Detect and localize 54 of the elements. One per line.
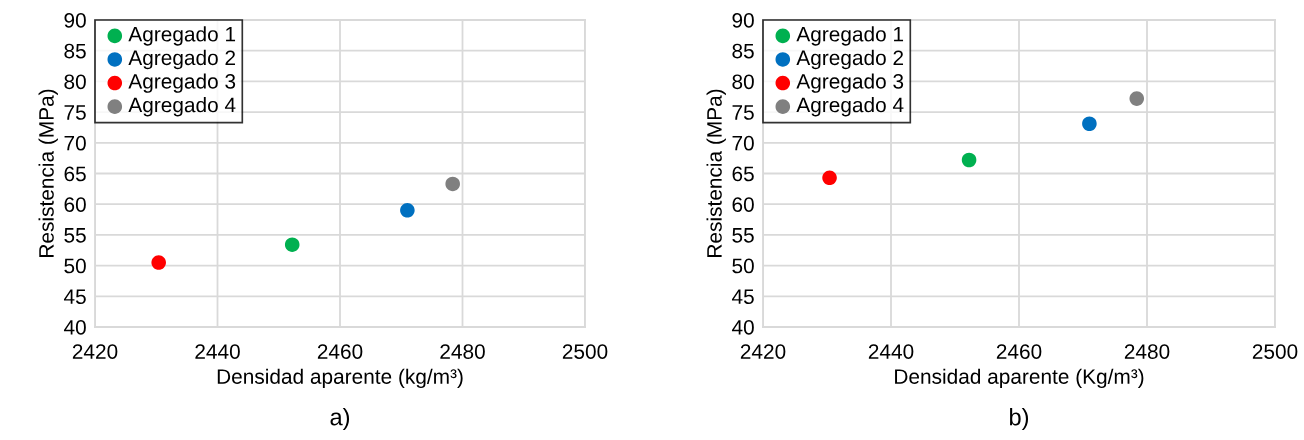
point — [961, 152, 977, 168]
legend-label: Agregado 1 — [128, 26, 236, 46]
y-axis-title: Resistencia (MPa) — [706, 89, 726, 257]
y-tick-label: 80 — [732, 74, 754, 90]
y-tick-label: 55 — [732, 228, 754, 243]
y-tick-label: 60 — [64, 197, 86, 212]
y-tick-label: 75 — [64, 105, 86, 120]
x-tick-label: 2500 — [562, 344, 608, 359]
x-tick-label: 2420 — [72, 344, 118, 359]
legend-label: Agregado 2 — [796, 49, 904, 70]
x-tick-label: 2500 — [1252, 344, 1298, 359]
text: a) — [330, 408, 350, 431]
x-tick-label: 2440 — [195, 344, 240, 359]
legend-label: Agregado 2 — [128, 49, 236, 70]
y-tick-label: 75 — [732, 105, 754, 120]
point — [1082, 116, 1097, 132]
y-tick-label: 40 — [731, 320, 754, 335]
y-tick-label: 85 — [732, 43, 754, 59]
point — [151, 255, 166, 270]
legend-label: Agregado 3 — [128, 73, 236, 93]
y-tick-label: 55 — [64, 228, 86, 243]
y-tick-label: 45 — [731, 289, 754, 305]
y-tick-label: 90 — [64, 13, 86, 28]
text: b) — [1010, 408, 1029, 431]
legend-label: Agregado 1 — [796, 26, 904, 46]
y-tick-label: 45 — [63, 289, 86, 305]
x-tick-label: 2420 — [740, 344, 786, 359]
y-tick-label: 70 — [64, 135, 86, 151]
legend-label: Agregado 4 — [796, 97, 904, 117]
x-axis-title: Densidad aparente (kg/m³) — [217, 368, 463, 389]
x-axis-title: Densidad aparente (Kg/m³) — [895, 368, 1144, 389]
x-tick-label: 2480 — [1124, 344, 1170, 359]
y-tick-label: 50 — [64, 258, 86, 274]
point — [822, 170, 837, 186]
x-tick-label: 2460 — [996, 344, 1042, 359]
y-tick-label: 50 — [732, 258, 754, 274]
y-tick-label: 90 — [732, 13, 754, 28]
y-tick-label: 70 — [732, 135, 754, 151]
y-tick-label: 80 — [64, 74, 86, 90]
legend-label: Agregado 3 — [796, 73, 904, 93]
legend-label: Agregado 4 — [128, 97, 236, 117]
y-tick-label: 65 — [732, 166, 754, 182]
point — [445, 176, 460, 192]
x-tick-label: 2460 — [317, 344, 363, 359]
x-tick-label: 2440 — [868, 344, 914, 359]
y-tick-label: 60 — [732, 197, 754, 212]
y-axis-title: Resistencia (MPa) — [38, 89, 58, 257]
point — [400, 203, 415, 218]
y-tick-label: 65 — [64, 166, 86, 182]
point — [284, 237, 300, 253]
x-tick-label: 2480 — [440, 344, 485, 359]
y-tick-label: 40 — [63, 320, 86, 335]
point — [1129, 91, 1145, 106]
y-tick-label: 85 — [64, 43, 86, 59]
